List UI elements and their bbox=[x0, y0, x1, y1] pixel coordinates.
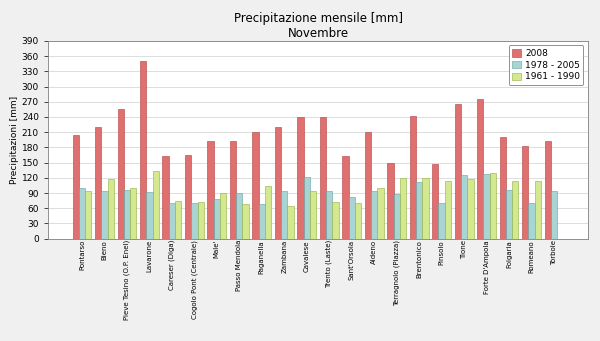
Bar bbox=[220, 193, 226, 239]
Bar bbox=[281, 191, 287, 239]
Bar bbox=[140, 61, 146, 239]
Bar bbox=[265, 187, 271, 239]
Bar bbox=[118, 109, 124, 239]
Bar bbox=[529, 203, 535, 239]
Bar bbox=[146, 192, 152, 239]
Y-axis label: Precipitazioni [mm]: Precipitazioni [mm] bbox=[10, 96, 19, 184]
Bar bbox=[197, 202, 204, 239]
Bar bbox=[101, 191, 107, 239]
Bar bbox=[85, 191, 91, 239]
Bar bbox=[477, 99, 484, 239]
Bar bbox=[439, 203, 445, 239]
Bar bbox=[490, 173, 496, 239]
Bar bbox=[484, 174, 490, 239]
Bar bbox=[445, 181, 451, 239]
Bar bbox=[522, 146, 529, 239]
Bar bbox=[377, 188, 383, 239]
Bar bbox=[467, 179, 473, 239]
Bar bbox=[124, 190, 130, 239]
Bar bbox=[208, 141, 214, 239]
Bar bbox=[387, 163, 394, 239]
Bar bbox=[349, 197, 355, 239]
Bar bbox=[287, 206, 294, 239]
Bar bbox=[432, 164, 439, 239]
Legend: 2008, 1978 - 2005, 1961 - 1990: 2008, 1978 - 2005, 1961 - 1990 bbox=[509, 45, 583, 85]
Bar bbox=[236, 193, 242, 239]
Bar bbox=[152, 171, 159, 239]
Bar bbox=[175, 201, 181, 239]
Bar bbox=[355, 203, 361, 239]
Bar bbox=[545, 141, 551, 239]
Bar bbox=[242, 204, 249, 239]
Bar bbox=[410, 116, 416, 239]
Bar bbox=[253, 132, 259, 239]
Bar bbox=[298, 117, 304, 239]
Bar bbox=[400, 178, 406, 239]
Bar bbox=[130, 188, 136, 239]
Bar bbox=[512, 181, 518, 239]
Bar bbox=[422, 178, 428, 239]
Bar bbox=[342, 156, 349, 239]
Bar bbox=[95, 127, 101, 239]
Bar bbox=[506, 190, 512, 239]
Bar bbox=[416, 182, 422, 239]
Bar bbox=[365, 132, 371, 239]
Bar bbox=[455, 104, 461, 239]
Bar bbox=[500, 137, 506, 239]
Bar bbox=[371, 191, 377, 239]
Bar bbox=[107, 179, 114, 239]
Bar bbox=[310, 191, 316, 239]
Bar bbox=[320, 117, 326, 239]
Bar bbox=[275, 127, 281, 239]
Bar bbox=[394, 194, 400, 239]
Bar bbox=[79, 188, 85, 239]
Bar bbox=[304, 177, 310, 239]
Bar bbox=[73, 135, 79, 239]
Bar bbox=[535, 181, 541, 239]
Title: Precipitazione mensile [mm]
Novembre: Precipitazione mensile [mm] Novembre bbox=[233, 12, 403, 40]
Bar bbox=[332, 202, 338, 239]
Bar bbox=[326, 191, 332, 239]
Bar bbox=[230, 141, 236, 239]
Bar bbox=[214, 199, 220, 239]
Bar bbox=[461, 175, 467, 239]
Bar bbox=[185, 155, 191, 239]
Bar bbox=[551, 191, 557, 239]
Bar bbox=[169, 203, 175, 239]
Bar bbox=[191, 203, 197, 239]
Bar bbox=[163, 156, 169, 239]
Bar bbox=[259, 204, 265, 239]
